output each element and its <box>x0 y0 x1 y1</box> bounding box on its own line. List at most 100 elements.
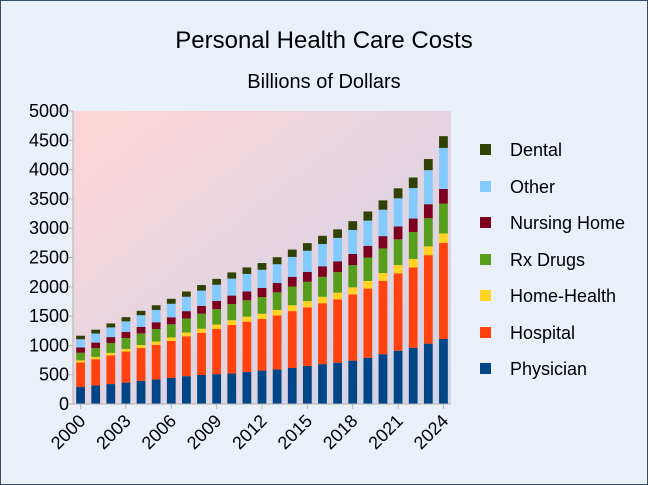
bar-home-health-2012 <box>257 313 267 320</box>
bar-physician-2002 <box>106 384 116 404</box>
bar-nursing-home-2010 <box>227 295 237 305</box>
x-tick-label-2024: 2024 <box>410 411 452 453</box>
bar-nursing-home-2015 <box>302 271 312 282</box>
bar-home-health-2003 <box>121 348 131 352</box>
bar-nursing-home-2012 <box>257 287 267 298</box>
y-tick-label-0: 0 <box>59 394 69 414</box>
bar-physician-2011 <box>242 372 252 404</box>
bar-hospital-2013 <box>272 315 282 370</box>
y-tick-label-1000: 1000 <box>29 335 69 355</box>
legend-swatch-nursing-home <box>480 217 491 228</box>
bar-rx-drugs-2000 <box>76 352 85 361</box>
bar-other-2008 <box>197 290 206 306</box>
bar-rx-drugs-2020 <box>378 248 388 274</box>
legend-label-physician: Physician <box>510 359 588 379</box>
bar-hospital-2021 <box>393 273 403 351</box>
bar-physician-2010 <box>227 373 237 404</box>
bar-other-2009 <box>212 284 222 301</box>
bar-nursing-home-2003 <box>121 331 131 339</box>
bar-nursing-home-2004 <box>136 326 146 334</box>
bar-physician-2012 <box>257 370 267 404</box>
bar-physician-2000 <box>76 387 85 404</box>
bar-other-2001 <box>91 333 101 343</box>
bar-other-2014 <box>287 256 297 277</box>
bars-group <box>76 136 448 404</box>
bar-rx-drugs-2008 <box>197 313 206 329</box>
chart-title: Personal Health Care Costs <box>175 27 473 54</box>
bar-hospital-2004 <box>136 348 146 381</box>
legend-label-hospital: Hospital <box>510 322 576 343</box>
bar-hospital-2012 <box>257 319 267 371</box>
bar-home-health-2020 <box>378 273 388 281</box>
chart-subtitle: Billions of Dollars <box>247 71 401 93</box>
bar-home-health-2018 <box>348 287 358 295</box>
x-tick-label-2015: 2015 <box>274 411 316 453</box>
bar-dental-2015 <box>302 243 312 251</box>
bar-rx-drugs-2001 <box>91 348 101 357</box>
bar-dental-2006 <box>166 298 176 304</box>
bar-home-health-2011 <box>242 316 252 322</box>
bar-nursing-home-2024 <box>439 188 448 204</box>
bar-nursing-home-2001 <box>91 342 101 349</box>
bar-physician-2019 <box>363 357 373 404</box>
y-tick-label-4500: 4500 <box>29 130 69 150</box>
bar-other-2017 <box>333 237 342 262</box>
legend-label-dental: Dental <box>510 140 563 160</box>
bar-nursing-home-2005 <box>151 322 161 329</box>
bar-rx-drugs-2003 <box>121 338 131 349</box>
bar-nursing-home-2006 <box>166 317 176 325</box>
legend-swatch-physician <box>480 363 491 374</box>
bar-other-2013 <box>272 264 282 283</box>
bar-rx-drugs-2013 <box>272 292 282 310</box>
bar-rx-drugs-2017 <box>333 272 342 293</box>
bar-rx-drugs-2012 <box>257 297 267 314</box>
bar-nursing-home-2021 <box>393 226 403 240</box>
bar-other-2021 <box>393 198 403 227</box>
bar-home-health-2002 <box>106 352 116 356</box>
bar-other-2020 <box>378 209 388 237</box>
bar-nursing-home-2009 <box>212 300 222 310</box>
bar-home-health-2006 <box>166 337 176 342</box>
y-tick-label-2500: 2500 <box>29 248 69 268</box>
bar-home-health-2015 <box>302 301 312 308</box>
bar-nursing-home-2016 <box>318 266 327 277</box>
legend-swatch-home-health <box>480 290 491 301</box>
bar-other-2006 <box>166 303 176 318</box>
bar-hospital-2001 <box>91 359 101 386</box>
bar-home-health-2017 <box>333 292 342 300</box>
bar-hospital-2011 <box>242 321 252 373</box>
bar-physician-2007 <box>182 376 191 404</box>
bar-hospital-2005 <box>151 344 161 380</box>
bar-rx-drugs-2014 <box>287 286 297 306</box>
bar-physician-2014 <box>287 367 297 404</box>
bar-dental-2019 <box>363 211 373 221</box>
legend-swatch-other <box>480 180 491 192</box>
bar-home-health-2014 <box>287 305 297 312</box>
bar-rx-drugs-2007 <box>182 318 191 333</box>
bar-rx-drugs-2019 <box>363 257 373 281</box>
bar-home-health-2000 <box>76 360 85 363</box>
bar-dental-2005 <box>151 305 161 310</box>
bar-dental-2020 <box>378 200 388 210</box>
bar-dental-2004 <box>136 310 146 316</box>
bar-dental-2011 <box>242 267 252 274</box>
bar-hospital-2022 <box>408 267 418 348</box>
bar-home-health-2004 <box>136 345 146 349</box>
bar-home-health-2013 <box>272 309 282 316</box>
bar-hospital-2009 <box>212 328 222 375</box>
bar-hospital-2020 <box>378 280 388 355</box>
bar-home-health-2022 <box>408 258 418 268</box>
bar-home-health-2010 <box>227 320 237 325</box>
bar-dental-2008 <box>197 285 206 291</box>
x-tick-label-2018: 2018 <box>319 411 361 453</box>
bar-rx-drugs-2011 <box>242 300 252 317</box>
bar-other-2019 <box>363 220 373 246</box>
x-tick-label-2021: 2021 <box>364 411 406 453</box>
bar-dental-2010 <box>227 272 237 279</box>
bar-other-2007 <box>182 296 191 312</box>
legend-swatch-rx-drugs <box>480 253 491 265</box>
bar-rx-drugs-2018 <box>348 265 358 288</box>
bar-home-health-2024 <box>439 233 448 243</box>
bar-physician-2021 <box>393 350 403 404</box>
